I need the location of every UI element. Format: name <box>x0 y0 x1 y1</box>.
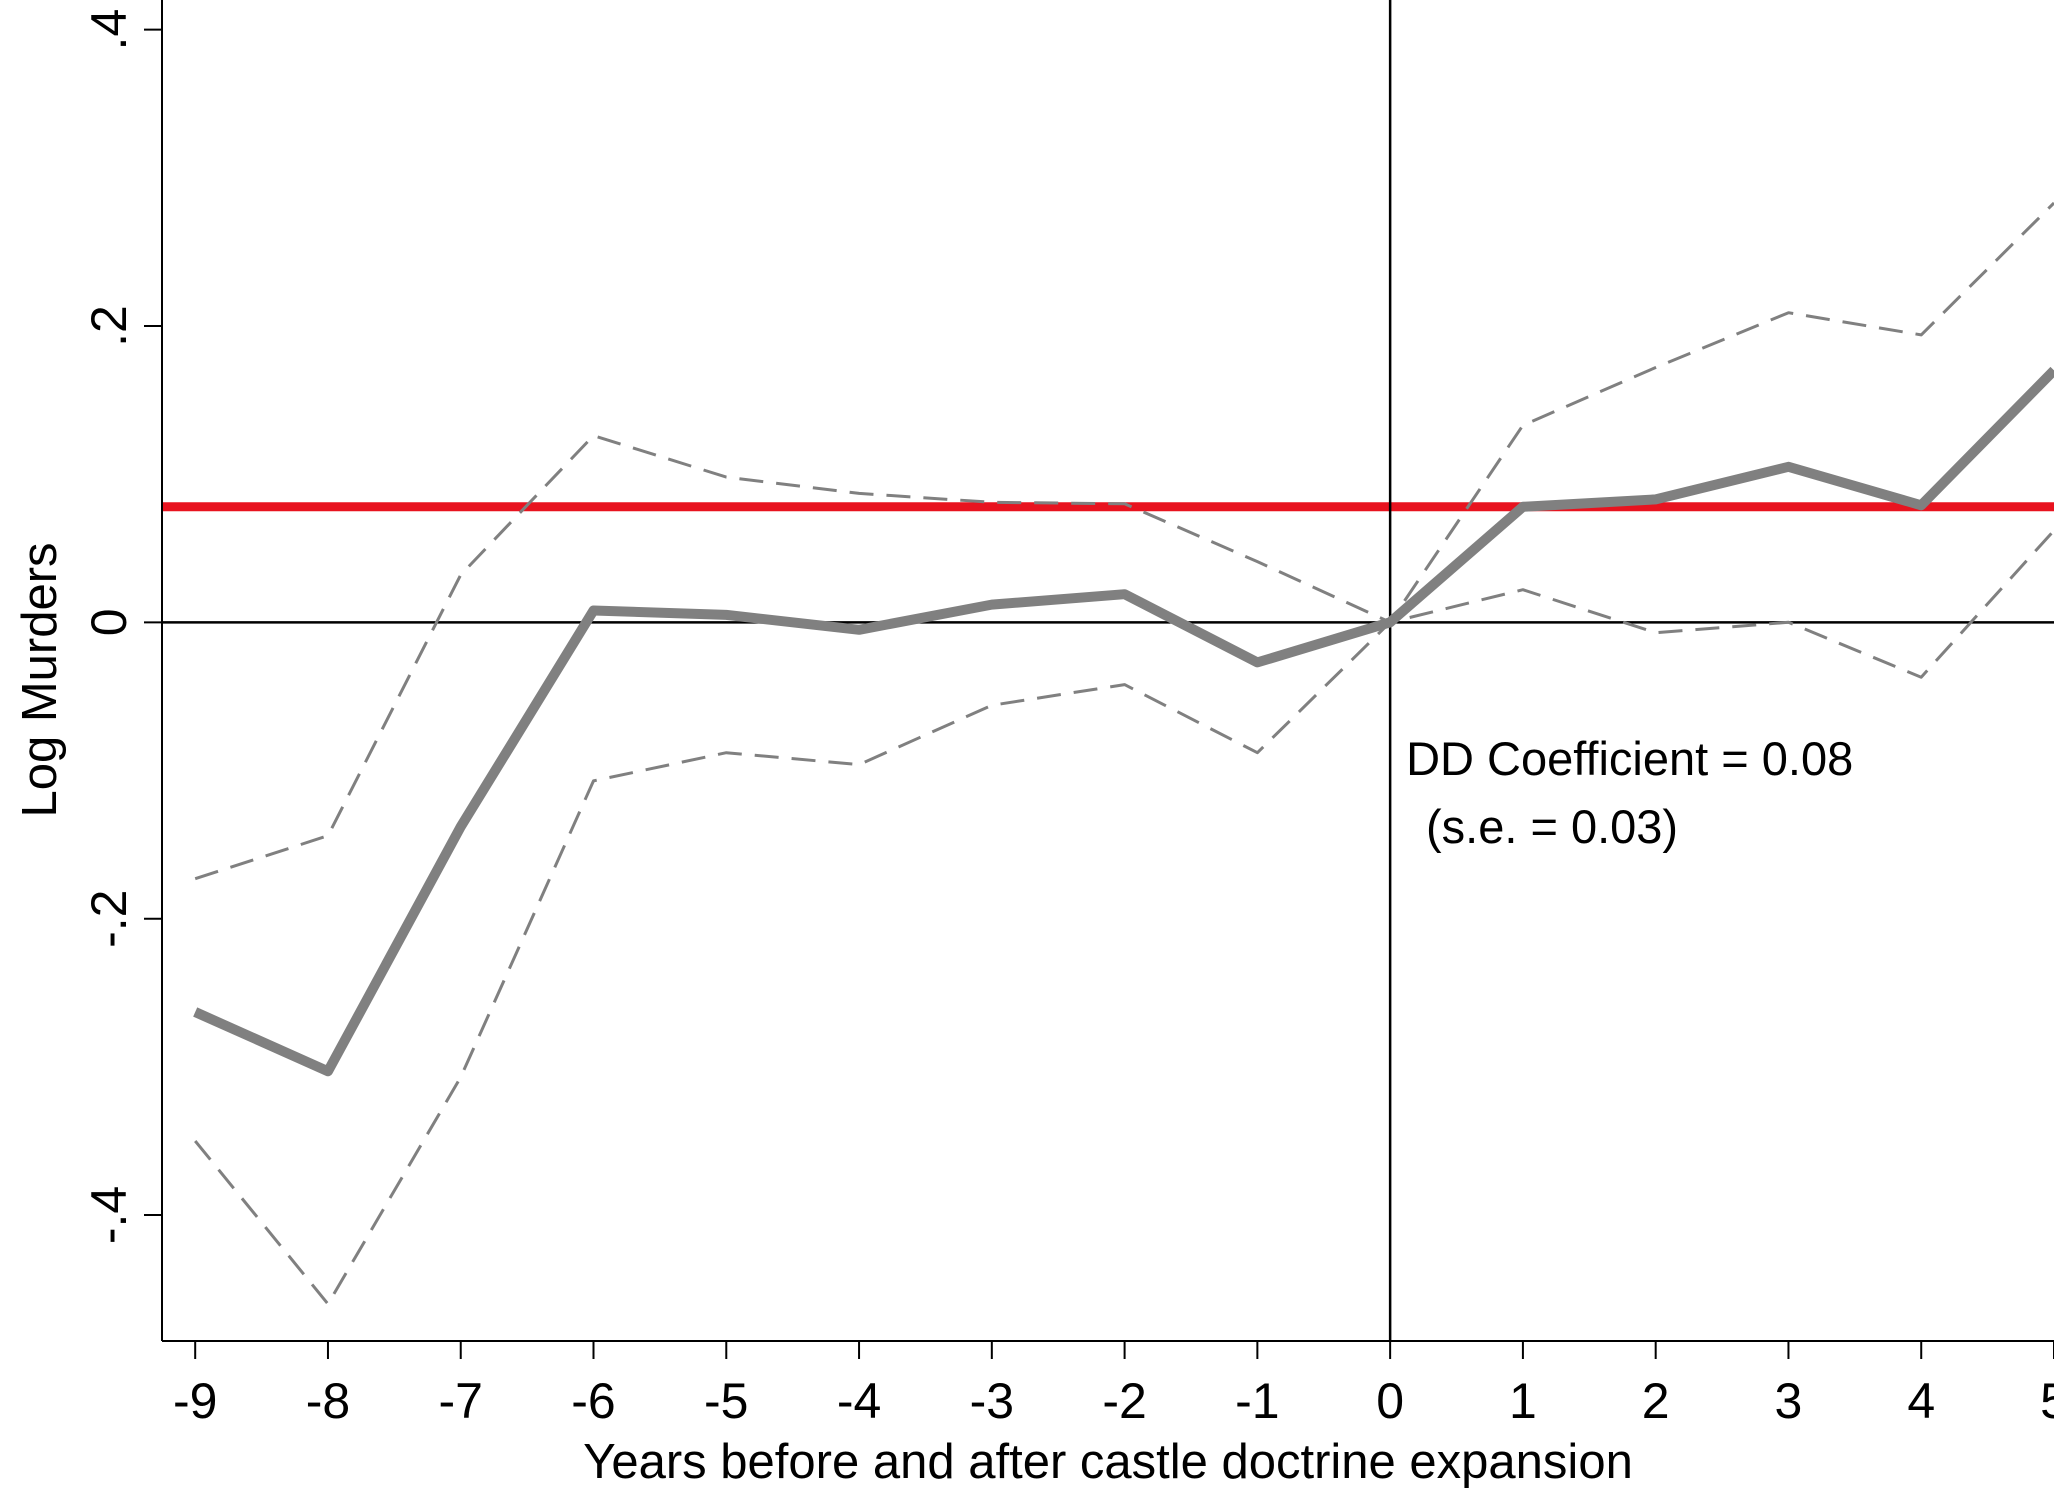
plot-area <box>162 0 2054 1341</box>
x-tick-label: 4 <box>1907 1373 1935 1429</box>
x-tick-label: 3 <box>1775 1373 1803 1429</box>
annotations: DD Coefficient = 0.08 (s.e. = 0.03) <box>1406 732 1853 853</box>
series-lines <box>193 201 2054 1306</box>
x-tick-label: -5 <box>704 1373 748 1429</box>
x-tick-label: 0 <box>1376 1373 1404 1429</box>
x-tick-label: -1 <box>1235 1373 1279 1429</box>
x-tick-label: -7 <box>439 1373 483 1429</box>
annotation-text: (s.e. = 0.03) <box>1426 800 1678 853</box>
upper-ci-line <box>194 201 2054 881</box>
reference-lines <box>162 0 2054 1341</box>
y-tick-label: .2 <box>81 305 137 347</box>
x-tick-label: -3 <box>970 1373 1014 1429</box>
y-tick-label: .4 <box>81 9 137 51</box>
x-tick-label: -9 <box>173 1373 217 1429</box>
y-ticks: -.4 -.2 0 .2 .4 <box>81 9 162 1244</box>
x-tick-label: 5 <box>2040 1373 2054 1429</box>
x-tick-label: -8 <box>306 1373 350 1429</box>
y-axis-label: Log Murders <box>13 542 67 817</box>
x-tick-label: -6 <box>571 1373 615 1429</box>
estimate-line <box>193 366 2054 1077</box>
x-axis-label: Years before and after castle doctrine e… <box>583 1435 1633 1489</box>
y-tick-label: 0 <box>81 608 137 636</box>
x-tick-label: 1 <box>1509 1373 1537 1429</box>
y-tick-label: -.2 <box>81 890 137 948</box>
x-tick-label: 2 <box>1642 1373 1670 1429</box>
lower-ci-line <box>194 529 2054 1306</box>
x-ticks: -9 -8 -7 -6 -5 -4 -3 -2 -1 0 1 2 3 4 5 <box>173 1341 2054 1429</box>
y-tick-label: -.4 <box>81 1186 137 1244</box>
x-tick-label: -4 <box>837 1373 881 1429</box>
x-tick-label: -2 <box>1102 1373 1146 1429</box>
axes: -9 -8 -7 -6 -5 -4 -3 -2 -1 0 1 2 3 4 5 -.4 -.2 0 .2 .4 <box>81 0 2054 1429</box>
annotation-text: DD Coefficient = 0.08 <box>1406 732 1853 785</box>
